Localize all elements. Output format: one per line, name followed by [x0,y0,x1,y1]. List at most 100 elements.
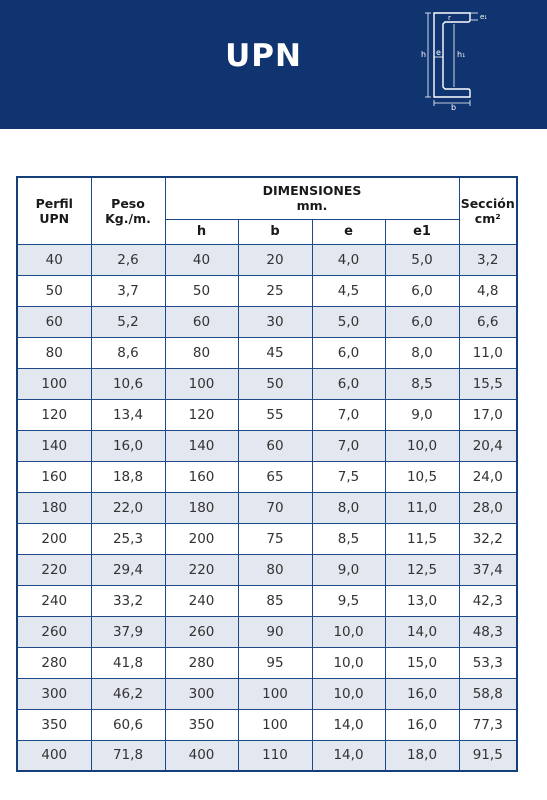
table-row: 350 60,6 350 100 14,0 16,0 77,3 [16,708,518,741]
label-h: h [421,50,426,59]
table-row: 300 46,2 300 100 10,0 16,0 58,8 [16,677,518,710]
cell-perfil: 140 [16,429,92,462]
col-peso-label: Peso [111,195,145,211]
cell-peso: 25,3 [90,522,166,555]
cell-perfil: 350 [16,708,92,741]
table-row: 100 10,6 100 50 6,0 8,5 15,5 [16,367,518,400]
cell-e1: 8,5 [384,367,460,400]
cell-e: 5,0 [311,305,386,338]
table-row: 160 18,8 160 65 7,5 10,5 24,0 [16,460,518,493]
label-b: b [451,103,456,110]
cell-h: 350 [164,708,239,741]
cell-seccion: 6,6 [458,305,518,338]
cell-peso: 8,6 [90,336,166,369]
cell-b: 25 [237,274,313,307]
cell-e: 8,0 [311,491,386,524]
dimensiones-header: DIMENSIONES mm. [164,176,460,220]
table-row: 400 71,8 400 110 14,0 18,0 91,5 [16,739,518,772]
cell-b: 90 [237,615,313,648]
table-row: 50 3,7 50 25 4,5 6,0 4,8 [16,274,518,307]
cell-peso: 13,4 [90,398,166,431]
cell-e: 6,0 [311,336,386,369]
cell-e1: 6,0 [384,274,460,307]
cell-e1: 14,0 [384,615,460,648]
cell-h: 140 [164,429,239,462]
cell-e: 7,0 [311,429,386,462]
cell-b: 45 [237,336,313,369]
cell-e: 4,0 [311,243,386,276]
dimensiones-label: DIMENSIONES [262,183,362,199]
cell-perfil: 160 [16,460,92,493]
cell-peso: 46,2 [90,677,166,710]
table-row: 140 16,0 140 60 7,0 10,0 20,4 [16,429,518,462]
cell-seccion: 53,3 [458,646,518,679]
header-banner: UPN h e h₁ b r e₁ [0,0,547,129]
cell-perfil: 240 [16,584,92,617]
cell-h: 100 [164,367,239,400]
label-e: e [436,48,441,57]
cell-e1: 9,0 [384,398,460,431]
cell-perfil: 400 [16,739,92,772]
cell-e: 8,5 [311,522,386,555]
col-b-header: b [237,218,313,245]
cell-perfil: 180 [16,491,92,524]
table-row: 80 8,6 80 45 6,0 8,0 11,0 [16,336,518,369]
cell-seccion: 48,3 [458,615,518,648]
cell-h: 180 [164,491,239,524]
cell-b: 80 [237,553,313,586]
cell-e1: 11,5 [384,522,460,555]
cell-e: 7,5 [311,460,386,493]
cell-e: 9,0 [311,553,386,586]
cell-peso: 3,7 [90,274,166,307]
cell-e1: 6,0 [384,305,460,338]
cell-e: 10,0 [311,677,386,710]
cell-h: 80 [164,336,239,369]
channel-profile-shape [433,12,471,98]
cell-peso: 10,6 [90,367,166,400]
cell-e1: 11,0 [384,491,460,524]
col-seccion-header: Sección cm² [458,176,518,245]
cell-h: 280 [164,646,239,679]
dimensiones-unit: mm. [296,198,328,214]
cell-seccion: 28,0 [458,491,518,524]
table-row: 240 33,2 240 85 9,5 13,0 42,3 [16,584,518,617]
label-r: r [448,14,451,22]
table-subheader-row: h b e e1 [17,218,517,245]
table-row: 40 2,6 40 20 4,0 5,0 3,2 [16,243,518,276]
cell-peso: 29,4 [90,553,166,586]
cell-e1: 8,0 [384,336,460,369]
cell-b: 100 [237,677,313,710]
cell-b: 65 [237,460,313,493]
col-h-header: h [164,218,239,245]
cell-peso: 16,0 [90,429,166,462]
cell-seccion: 77,3 [458,708,518,741]
cell-e1: 15,0 [384,646,460,679]
cell-e1: 5,0 [384,243,460,276]
cell-b: 55 [237,398,313,431]
cell-seccion: 58,8 [458,677,518,710]
cell-e: 14,0 [311,739,386,772]
cell-peso: 37,9 [90,615,166,648]
cell-b: 50 [237,367,313,400]
cell-e: 14,0 [311,708,386,741]
col-perfil-label: Perfil [35,195,73,211]
cell-e: 9,5 [311,584,386,617]
cell-seccion: 15,5 [458,367,518,400]
cell-seccion: 20,4 [458,429,518,462]
cell-b: 85 [237,584,313,617]
cell-h: 240 [164,584,239,617]
cell-e1: 13,0 [384,584,460,617]
cell-perfil: 300 [16,677,92,710]
cell-seccion: 11,0 [458,336,518,369]
cell-e: 6,0 [311,367,386,400]
page-title: UPN [225,38,302,74]
cell-h: 60 [164,305,239,338]
label-e1: e₁ [480,13,487,21]
cell-h: 220 [164,553,239,586]
cell-peso: 41,8 [90,646,166,679]
table-row: 120 13,4 120 55 7,0 9,0 17,0 [16,398,518,431]
cell-perfil: 40 [16,243,92,276]
cell-e1: 12,5 [384,553,460,586]
col-e-header: e [311,218,386,245]
cell-peso: 33,2 [90,584,166,617]
